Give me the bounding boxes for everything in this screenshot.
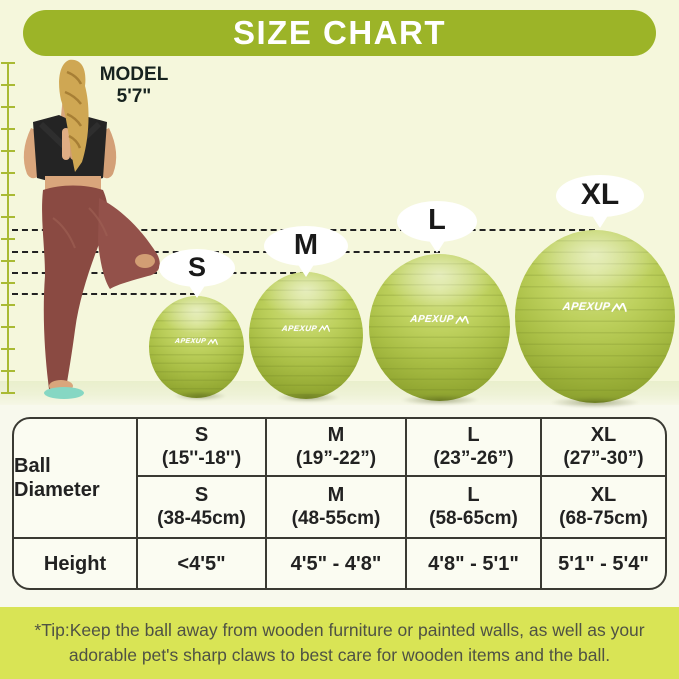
header-banner: SIZE CHART — [23, 10, 656, 56]
model-illustration — [19, 58, 189, 403]
model-hair-braid — [59, 59, 89, 172]
model-leggings — [42, 185, 108, 389]
cell-m-inches: M (19”-22”) — [267, 419, 407, 477]
cell-s-height: <4'5" — [138, 539, 267, 588]
guide-line-l — [12, 251, 440, 253]
cell-l-cm: L (58-65cm) — [407, 477, 542, 539]
guide-line-s — [12, 293, 196, 295]
mountain-icon — [455, 315, 470, 324]
size-callout-m: M — [264, 226, 348, 266]
tip-text-line2: adorable pet's sharp claws to best care … — [68, 645, 611, 665]
brand-logo: APEXUP — [515, 301, 675, 313]
exercise-ball-l: APEXUP — [369, 254, 510, 401]
cell-m-height: 4'5" - 4'8" — [267, 539, 407, 588]
row-label-height: Height — [14, 539, 138, 588]
mountain-icon — [611, 302, 628, 312]
ball-shadow — [165, 390, 235, 402]
exercise-ball-m: APEXUP — [249, 272, 363, 399]
ball-shadow — [388, 393, 492, 407]
mountain-icon — [318, 325, 331, 333]
cell-xl-cm: XL (68-75cm) — [542, 477, 665, 539]
mountain-icon — [207, 338, 219, 345]
size-callout-xl: XL — [556, 175, 644, 217]
exercise-ball-xl: APEXUP — [515, 230, 675, 403]
model-hands — [62, 128, 70, 160]
cell-s-cm: S (38-45cm) — [138, 477, 267, 539]
size-callout-l: L — [397, 201, 477, 242]
brand-logo: APEXUP — [249, 324, 363, 333]
ball-shadow — [266, 391, 350, 404]
brand-logo: APEXUP — [149, 338, 244, 345]
row-label-ball-diameter: Ball Diameter — [14, 419, 138, 539]
ball-shadow — [535, 395, 655, 410]
height-ruler-ticks — [1, 62, 15, 396]
model-tucked-foot — [135, 254, 155, 268]
cell-s-inches: S (15''-18'') — [138, 419, 267, 477]
brand-logo: APEXUP — [369, 314, 510, 325]
cell-xl-height: 5'1" - 5'4" — [558, 552, 649, 575]
cell-l-height: 4'8" - 5'1" — [407, 539, 542, 588]
cell-xl-inches: XL (27”-30”) — [542, 419, 665, 477]
cell-m-cm: M (48-55cm) — [267, 477, 407, 539]
tip-banner: *Tip:Keep the ball away from wooden furn… — [0, 607, 679, 679]
cell-l-inches: L (23”-26”) — [407, 419, 542, 477]
guide-line-m — [12, 272, 306, 274]
model-shoe — [44, 387, 84, 399]
tip-text-line1: *Tip:Keep the ball away from wooden furn… — [34, 620, 645, 640]
size-table: Ball Diameter S (15''-18'') M (19”-22”) … — [12, 417, 667, 590]
exercise-ball-s: APEXUP — [149, 296, 244, 398]
page-title: SIZE CHART — [233, 14, 446, 51]
size-callout-s: S — [159, 249, 235, 287]
model-height-label: MODEL 5'7" — [99, 64, 169, 107]
